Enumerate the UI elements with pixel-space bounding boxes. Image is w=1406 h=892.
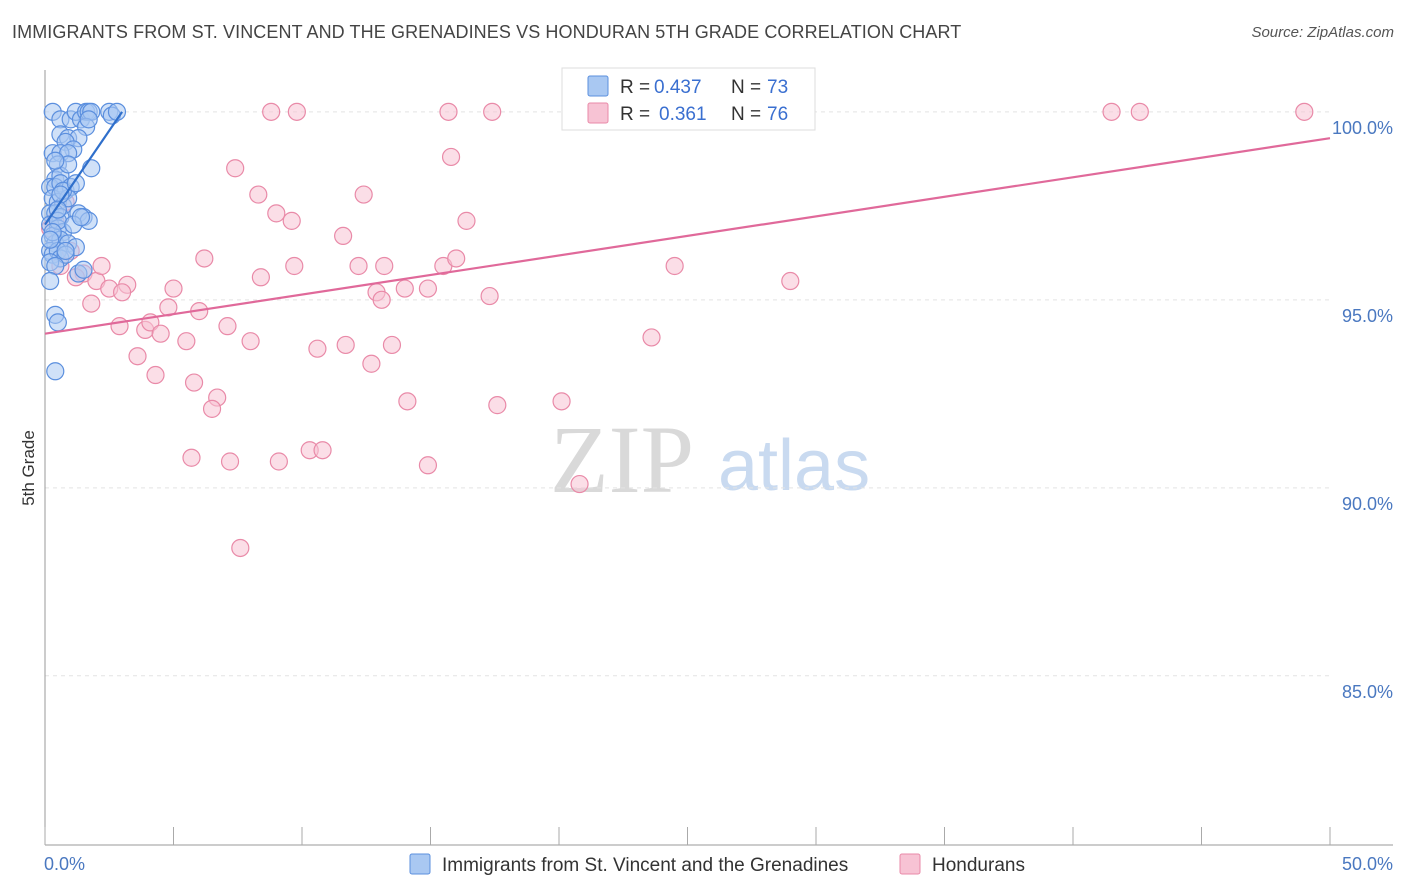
y-tick-label: 90.0% — [1342, 494, 1393, 514]
blue-point — [56, 241, 75, 261]
pink-point — [249, 185, 268, 204]
legend-n-value-1: 73 — [767, 77, 788, 98]
pink-point — [177, 332, 196, 351]
pink-point — [418, 456, 438, 475]
pink-point — [334, 226, 353, 246]
pink-point — [269, 452, 288, 471]
legend-n-label-2: N = — [731, 104, 761, 125]
pink-point — [251, 268, 270, 287]
blue-point — [41, 271, 60, 291]
tick-labels: 100.0% 95.0% 90.0% 85.0% 0.0% 50.0% — [44, 118, 1393, 874]
pink-point — [82, 294, 101, 313]
trend-lines — [44, 111, 1331, 335]
pink-point — [1295, 102, 1314, 121]
pink-point — [642, 328, 661, 347]
pink-point — [480, 286, 499, 306]
pink-point — [552, 392, 571, 411]
chart-title: IMMIGRANTS FROM ST. VINCENT AND THE GREN… — [12, 22, 962, 42]
pink-point — [483, 102, 502, 121]
pink-point — [220, 452, 240, 471]
pink-point — [372, 290, 391, 309]
watermark-zip: ZIP — [550, 406, 694, 513]
bottom-legend-swatch-blue — [409, 853, 431, 875]
legend-r-label-2: R = — [620, 104, 650, 125]
pink-point — [241, 332, 260, 351]
blue-point — [46, 151, 65, 170]
pink-point — [570, 474, 589, 494]
pink-point — [395, 279, 414, 298]
pink-point — [92, 256, 111, 276]
legend-n-value-2: 76 — [767, 104, 788, 125]
legend-n-label-1: N = — [731, 77, 761, 98]
blue-point — [48, 313, 67, 332]
blue-point — [46, 362, 65, 381]
pink-point — [362, 354, 381, 373]
pink-point — [282, 211, 301, 230]
pink-point — [218, 317, 237, 336]
pink-point — [146, 365, 165, 385]
pink-point — [151, 324, 170, 343]
pink-point — [665, 256, 684, 276]
pink-point — [308, 339, 327, 358]
pink-point — [164, 279, 183, 298]
pink-point — [226, 159, 245, 178]
pink-point — [354, 185, 373, 204]
bottom-legend-swatch-pink — [899, 853, 921, 875]
source-credit: Source: ZipAtlas.com — [1251, 24, 1394, 41]
pink-point — [267, 204, 286, 223]
y-axis-label: 5th Grade — [19, 430, 38, 506]
grid-lines — [45, 111, 1330, 677]
blue-point — [41, 230, 60, 249]
legend-swatch-pink — [587, 102, 609, 124]
pink-point — [313, 441, 332, 460]
pink-point — [488, 396, 507, 415]
pink-point — [441, 147, 461, 167]
x-tick-label: 50.0% — [1342, 854, 1393, 874]
legend-r-label-1: R = — [620, 77, 650, 98]
pink-point — [195, 249, 214, 268]
pink-point — [110, 317, 129, 336]
pink-point — [285, 256, 304, 276]
pink-point — [231, 538, 250, 558]
pink-point — [418, 279, 438, 298]
blue-point — [79, 110, 98, 129]
legend-r-value-1: 0.437 — [654, 77, 702, 98]
y-tick-label: 100.0% — [1332, 118, 1393, 138]
pink-point — [439, 102, 458, 121]
bottom-legend-label-2: Hondurans — [932, 855, 1025, 876]
pink-point — [781, 271, 800, 291]
bottom-legend-label-1: Immigrants from St. Vincent and the Gren… — [442, 855, 848, 876]
legend-r-value-2: 0.361 — [659, 104, 707, 125]
blue-point — [74, 260, 93, 279]
pink-point — [375, 256, 394, 276]
y-tick-label: 95.0% — [1342, 306, 1393, 326]
pink-point — [262, 102, 281, 121]
x-tick-label: 0.0% — [44, 854, 85, 874]
pink-point — [1102, 102, 1121, 121]
pink-point — [202, 399, 222, 418]
pink-point — [457, 211, 476, 230]
pink-point — [398, 392, 417, 411]
watermark-atlas: atlas — [718, 426, 870, 506]
pink-point — [128, 347, 147, 366]
pink-point — [182, 448, 201, 467]
blue-point — [71, 208, 91, 227]
legend: R = 0.437 N = 73 R = 0.361 N = 76 — [561, 67, 816, 131]
legend-swatch-blue — [587, 75, 609, 97]
pink-point — [287, 102, 306, 121]
blue-point — [46, 256, 65, 276]
y-tick-label: 85.0% — [1342, 682, 1393, 702]
pink-point — [336, 335, 355, 355]
pink-point — [112, 283, 132, 302]
pink-trend-line — [44, 137, 1331, 335]
pink-point — [184, 373, 204, 392]
pink-point — [349, 256, 368, 276]
pink-point — [447, 249, 466, 268]
blue-trend-line — [44, 111, 124, 226]
blue-point — [82, 159, 101, 178]
pink-point — [382, 335, 402, 355]
pink-point — [1130, 102, 1149, 121]
bottom-legend: Immigrants from St. Vincent and the Gren… — [409, 853, 1025, 876]
